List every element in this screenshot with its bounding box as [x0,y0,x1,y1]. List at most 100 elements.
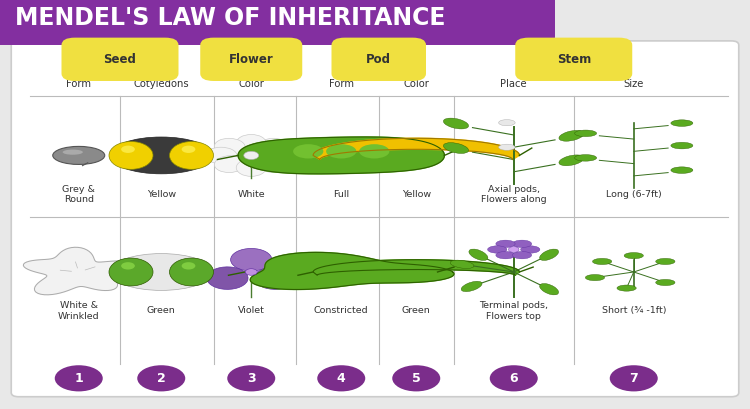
Text: Color: Color [238,79,264,89]
Ellipse shape [121,146,135,153]
Text: Pod: Pod [366,53,392,66]
Ellipse shape [574,130,596,137]
Text: Form: Form [328,79,354,89]
Ellipse shape [559,155,584,166]
Text: Cotyledons: Cotyledons [134,79,189,89]
Ellipse shape [671,167,693,173]
Ellipse shape [450,260,474,268]
Circle shape [244,151,259,160]
Circle shape [245,269,257,275]
Text: Stem: Stem [556,53,591,66]
Text: Flower: Flower [229,53,274,66]
Ellipse shape [63,150,82,155]
Circle shape [490,365,538,391]
Ellipse shape [624,252,644,259]
Ellipse shape [205,147,237,164]
Ellipse shape [254,267,296,290]
Circle shape [509,247,519,252]
Text: White &
Wrinkled: White & Wrinkled [58,301,100,321]
Text: Axial pods,
Flowers along: Axial pods, Flowers along [481,184,547,204]
Ellipse shape [496,240,515,247]
Ellipse shape [182,146,196,153]
Ellipse shape [656,279,675,285]
Ellipse shape [182,262,196,270]
Ellipse shape [512,252,532,259]
Text: Form: Form [66,79,92,89]
Ellipse shape [592,258,612,265]
Text: Full: Full [333,190,350,199]
Text: 6: 6 [509,372,518,385]
Text: Yellow: Yellow [402,190,430,199]
Ellipse shape [461,281,482,292]
Ellipse shape [539,283,559,295]
Ellipse shape [469,249,488,261]
Ellipse shape [236,135,266,152]
FancyBboxPatch shape [11,41,739,397]
Ellipse shape [214,156,245,173]
Ellipse shape [110,137,213,174]
FancyBboxPatch shape [0,0,555,45]
Ellipse shape [499,144,515,151]
Ellipse shape [559,130,584,141]
Ellipse shape [443,118,469,129]
Ellipse shape [496,252,515,259]
Text: MENDEL'S LAW OF INHERITANCE: MENDEL'S LAW OF INHERITANCE [15,7,445,30]
Text: 3: 3 [247,372,256,385]
Ellipse shape [520,246,540,253]
Circle shape [392,365,440,391]
Text: White: White [238,190,265,199]
Polygon shape [313,138,520,160]
Text: Constricted: Constricted [314,306,368,315]
Text: Grey &
Round: Grey & Round [62,184,95,204]
Ellipse shape [121,262,135,270]
Text: 5: 5 [412,372,421,385]
Text: Long (6-7ft): Long (6-7ft) [606,190,662,199]
Ellipse shape [109,142,153,169]
Ellipse shape [214,138,245,155]
Ellipse shape [359,144,389,158]
Polygon shape [313,260,520,275]
Text: Violet: Violet [238,306,265,315]
Text: Place: Place [500,79,527,89]
Ellipse shape [170,258,214,286]
Ellipse shape [53,146,105,164]
Polygon shape [251,252,454,290]
Ellipse shape [266,147,298,164]
Ellipse shape [110,254,213,290]
FancyBboxPatch shape [332,38,426,81]
Ellipse shape [574,155,596,161]
Circle shape [137,365,185,391]
Text: 4: 4 [337,372,346,385]
FancyBboxPatch shape [200,38,302,81]
Text: Color: Color [404,79,429,89]
Circle shape [55,365,103,391]
Ellipse shape [109,258,153,286]
Ellipse shape [257,156,288,173]
Ellipse shape [671,142,693,149]
Polygon shape [23,247,142,295]
FancyBboxPatch shape [62,38,178,81]
Ellipse shape [170,142,214,169]
FancyBboxPatch shape [515,38,632,81]
Ellipse shape [488,246,507,253]
Text: Green: Green [147,306,176,315]
Ellipse shape [207,267,248,290]
Text: 1: 1 [74,372,83,385]
Ellipse shape [499,119,515,126]
Circle shape [610,365,658,391]
Text: Seed: Seed [104,53,136,66]
Ellipse shape [293,144,323,158]
Ellipse shape [512,240,532,247]
Ellipse shape [231,248,272,271]
Text: 2: 2 [157,372,166,385]
Ellipse shape [257,138,288,155]
Ellipse shape [443,143,469,153]
Polygon shape [238,137,445,174]
Text: Size: Size [623,79,644,89]
Text: 7: 7 [629,372,638,385]
Ellipse shape [617,285,636,291]
Bar [0,0,540,37]
Circle shape [317,365,365,391]
Text: Green: Green [402,306,430,315]
Ellipse shape [539,249,559,261]
